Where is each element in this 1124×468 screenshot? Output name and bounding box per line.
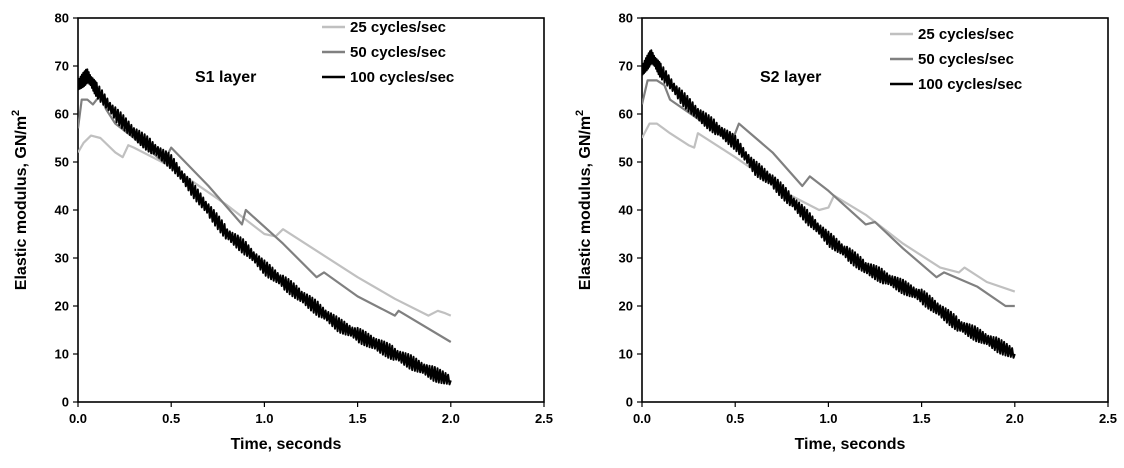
x-tick-label: 0.0 <box>69 411 87 426</box>
y-tick-label: 20 <box>55 299 69 314</box>
y-tick-label: 80 <box>619 11 633 26</box>
y-axis-title: Elastic modulus, GN/m2 <box>574 110 594 290</box>
series-line-50-cycles-sec <box>642 79 1015 308</box>
chart-panel-2: 0.0 0.5 1.0 1.5 2.0 2.5 0 10 20 30 40 50 60 70 80 Time,… <box>574 11 1117 454</box>
y-tick-label: 60 <box>619 107 633 122</box>
x-tick-label: 1.5 <box>913 411 931 426</box>
series-line-50-cycles-sec <box>78 93 452 343</box>
y-tick-label: 0 <box>626 395 633 410</box>
y-tick-label: 10 <box>55 347 69 362</box>
y-tick-label: 50 <box>55 155 69 170</box>
plot-frame <box>77 17 545 403</box>
y-axis-title-superscript: 2 <box>10 110 22 116</box>
legend-label: 50 cycles/sec <box>918 51 1014 68</box>
x-tick-label: 2.5 <box>1099 411 1117 426</box>
x-tick-label: 0.0 <box>633 411 651 426</box>
plot-frame <box>641 17 1109 403</box>
x-axis-title: Time, seconds <box>231 436 342 453</box>
y-tick-label: 60 <box>55 107 69 122</box>
x-tick-label: 0.5 <box>726 411 744 426</box>
x-tick-label: 2.0 <box>442 411 460 426</box>
legend-label: 100 cycles/sec <box>350 69 454 86</box>
series-line-25-cycles-sec <box>642 122 1016 293</box>
panel-title: S1 layer <box>195 69 256 86</box>
y-axis-title-superscript: 2 <box>574 110 586 116</box>
x-tick-label: 1.0 <box>819 411 837 426</box>
y-axis-title: Elastic modulus, GN/m2 <box>10 110 30 290</box>
y-tick-label: 80 <box>55 11 69 26</box>
y-tick-label: 40 <box>619 203 633 218</box>
y-tick-label: 10 <box>619 347 633 362</box>
legend-label: 25 cycles/sec <box>918 26 1014 43</box>
y-tick-label: 30 <box>55 251 69 266</box>
legend-label: 50 cycles/sec <box>350 44 446 61</box>
x-tick-label: 2.5 <box>535 411 553 426</box>
x-tick-label: 1.5 <box>349 411 367 426</box>
y-tick-label: 20 <box>619 299 633 314</box>
legend-label: 25 cycles/sec <box>350 19 446 36</box>
y-tick-label: 50 <box>619 155 633 170</box>
chart-panel-1: 0.0 0.5 1.0 1.5 2.0 2.5 0 10 20 30 40 50 60 70 80 Time,… <box>10 11 553 454</box>
series-line-100-cycles-sec <box>642 49 1016 359</box>
x-tick-label: 2.0 <box>1006 411 1024 426</box>
x-tick-label: 0.5 <box>162 411 180 426</box>
legend-label: 100 cycles/sec <box>918 76 1022 93</box>
series-line-25-cycles-sec <box>78 134 452 317</box>
y-tick-label: 30 <box>619 251 633 266</box>
y-tick-label: 70 <box>55 59 69 74</box>
series-line-100-cycles-sec <box>78 68 452 386</box>
panel-title: S2 layer <box>760 69 821 86</box>
y-tick-label: 0 <box>62 395 69 410</box>
y-tick-label: 40 <box>55 203 69 218</box>
x-axis-title: Time, seconds <box>795 436 906 453</box>
y-tick-label: 70 <box>619 59 633 74</box>
x-tick-label: 1.0 <box>255 411 273 426</box>
